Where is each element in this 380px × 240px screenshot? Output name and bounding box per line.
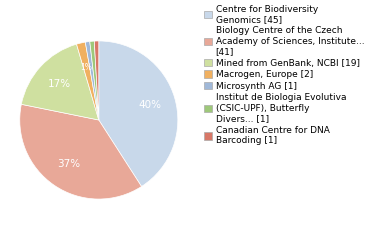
Text: 40%: 40% xyxy=(139,100,162,110)
Text: 37%: 37% xyxy=(57,159,80,169)
Wedge shape xyxy=(86,42,99,120)
Wedge shape xyxy=(76,42,99,120)
Text: 17%: 17% xyxy=(48,79,71,89)
Wedge shape xyxy=(94,41,99,120)
Wedge shape xyxy=(90,41,99,120)
Wedge shape xyxy=(99,41,178,186)
Wedge shape xyxy=(21,44,99,120)
Text: 1%: 1% xyxy=(81,63,93,72)
Legend: Centre for Biodiversity
Genomics [45], Biology Centre of the Czech
Academy of Sc: Centre for Biodiversity Genomics [45], B… xyxy=(204,5,364,145)
Wedge shape xyxy=(20,104,141,199)
